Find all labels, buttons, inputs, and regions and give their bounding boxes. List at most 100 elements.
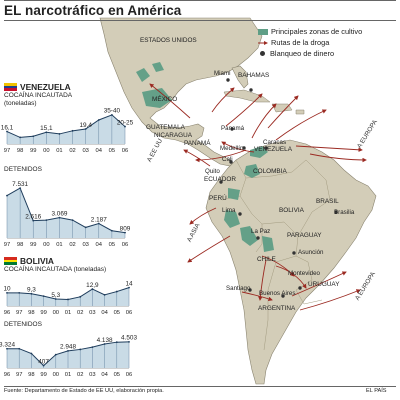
bolivia-cocaina-point (54, 298, 57, 300)
venezuela-detenidos-line (6, 187, 126, 234)
bolivia-detenidos-tick-label: 99 (40, 372, 46, 378)
bolivia-detenidos-point (18, 347, 21, 350)
legend-item-routes: Rutas de la droga (258, 37, 362, 48)
venezuela-cocaina-tick-label: 00 (43, 148, 49, 154)
cultivation-swatch (258, 28, 268, 35)
venezuela-detenidos-point (84, 226, 87, 229)
bolivia-detenidos-tick-label: 03 (89, 372, 95, 378)
label-argentina: ARGENTINA (258, 305, 296, 312)
bolivia-cocaina-data-label: 14 (125, 280, 133, 287)
venezuela-panel-title: VENEZUELA (20, 82, 71, 92)
hispaniola-landmass (271, 103, 293, 113)
bolivia-detenidos-point (128, 340, 130, 343)
venezuela-cocaine-chart: 16,1 97 98 99 15,1 00 01 02 19,4 03 04 35-40 05 20-25… (1, 104, 134, 155)
venezuela-detenidos-point (124, 231, 126, 234)
bolivia-cocaina-tick-label: 06 (126, 310, 132, 316)
bolivia-cocaina-point (30, 292, 33, 295)
headline: EL narcotráfico en América (4, 3, 182, 18)
bolivia-cocaina-tick-label: 98 (28, 310, 34, 316)
footer-source: Fuente: Departamento de Estado de EE UU,… (4, 388, 164, 394)
venezuela-detenidos-data-label: 2.616 (25, 213, 41, 220)
venezuela-cocaina-point (58, 133, 61, 135)
venezuela-detenidos-data-label: 809 (120, 225, 131, 232)
bolivia-cocaina-point (6, 291, 8, 294)
venezuela-cocaina-data-label: 20-25 (117, 119, 134, 126)
venezuela-cocaina-tick-label: 02 (69, 148, 75, 154)
venezuela-detenidos-point (6, 194, 8, 197)
label-panama-city: Panamá (221, 125, 245, 132)
bolivia-detenidos-tick-label: 98 (28, 372, 34, 378)
bolivia-detenidos-tick-label: 00 (53, 372, 59, 378)
bolivia-detenidos-data-label: 4.138 (97, 337, 113, 344)
bolivia-cocaina-svg: 10 96 97 9,3 98 99 5,3 00 01 02 12,9 03 04 05 14 06 (3, 280, 133, 316)
bolivia-detenidos-tick-label: 06 (126, 372, 132, 378)
venezuela-detenidos-tick-label: 03 (82, 242, 88, 248)
label-miami: Miami (214, 70, 231, 77)
venezuela-detenidos-tick-label: 04 (96, 242, 103, 248)
legend-label-routes: Rutas de la droga (271, 38, 330, 47)
venezuela-cocaina-tick-label: 97 (4, 148, 10, 154)
venezuela-detenidos-tick-label: 01 (56, 242, 62, 248)
bolivia-detenidos-tick-label: 96 (4, 372, 10, 378)
venezuela-cocaine-label: COCAÍNA INCAUTADA (toneladas) (4, 92, 73, 107)
venezuela-detenidos-point (97, 222, 100, 225)
venezuela-detained-label: DETENIDOS (4, 166, 42, 173)
bolivia-detenidos-point (103, 343, 106, 345)
bolivia-flag-icon (4, 257, 17, 265)
north-america-landmass (99, 17, 263, 167)
venezuela-cocaina-point (124, 125, 126, 128)
venezuela-cocaina-point (110, 114, 113, 116)
bolivia-cocaina-point (91, 288, 94, 290)
laundering-dot-icon (260, 51, 265, 56)
venezuela-cocaina-tick-label: 99 (30, 148, 36, 154)
headline-rule (4, 20, 396, 21)
bolivia-cocaina-tick-label: 01 (65, 310, 71, 316)
venezuela-cocaina-line (6, 114, 126, 138)
venezuela-detenidos-point (58, 216, 61, 219)
label-lima: Lima (222, 207, 236, 214)
venezuela-cocaina-point (84, 128, 87, 130)
bolivia-cocaina-data-label: 5,3 (51, 292, 60, 299)
venezuela-cocaina-svg: 16,1 97 98 99 15,1 00 01 02 19,4 03 04 35-40 05 20-25… (1, 108, 134, 154)
label-ecuador: ECUADOR (204, 176, 236, 183)
bolivia-cocaina-point (103, 293, 106, 296)
cultivation-zones (136, 62, 274, 252)
bolivia-detained-chart: 3.324 96 97 98 407 99 00 2.948 01 02 03 4.138 04 05 4.… (0, 330, 137, 379)
label-buenos-aires: Buenos Aires (259, 290, 296, 297)
bolivia-cocaina-point (115, 290, 118, 293)
florida-landmass (231, 65, 249, 89)
cuba-landmass (223, 89, 271, 103)
bolivia-detenidos-tick-label: 97 (16, 372, 22, 378)
label-brasilia: Brasilia (334, 209, 355, 216)
venezuela-detenidos-tick-label: 98 (17, 242, 23, 248)
bolivia-detenidos-data-label: 4.503 (121, 335, 137, 342)
footer-rule (4, 386, 396, 387)
bolivia-detenidos-point (91, 346, 94, 349)
label-bolivia: BOLIVIA (279, 207, 304, 214)
label-mexico: MÉXICO (152, 96, 178, 103)
venezuela-flag-icon (4, 83, 17, 91)
bolivia-detenidos-tick-label: 04 (101, 372, 108, 378)
venezuela-detenidos-tick-label: 97 (4, 242, 10, 248)
venezuela-cocaina-tick-label: 01 (56, 148, 62, 154)
label-estados-unidos: ESTADOS UNIDOS (140, 37, 197, 44)
label-santiago: Santiago (226, 285, 251, 292)
bolivia-cocaina-tick-label: 00 (53, 310, 59, 316)
bolivia-cocaine-chart: 10 96 97 9,3 98 99 5,3 00 01 02 12,9 03 04 05 14 06 (3, 276, 133, 317)
route-arrow-icon (258, 40, 268, 45)
venezuela-cocaina-area (7, 114, 125, 144)
venezuela-detenidos-data-label: 2.187 (91, 216, 107, 223)
bolivia-detenidos-tick-label: 05 (114, 372, 120, 378)
venezuela-cocaina-point (19, 136, 22, 139)
bolivia-cocaine-label: COCAÍNA INCAUTADA (toneladas) (4, 266, 107, 273)
label-colombia: COLOMBIA (253, 168, 287, 175)
bolivia-cocaina-tick-label: 05 (114, 310, 120, 316)
footer-credit: EL PAÍS (366, 388, 387, 394)
venezuela-detenidos-point (110, 229, 113, 232)
bolivia-detenidos-point (6, 347, 8, 350)
bolivia-detenidos-data-label: 407 (38, 358, 49, 365)
bolivia-cocaina-tick-label: 03 (89, 310, 95, 316)
label-peru: PERÚ (209, 195, 227, 202)
